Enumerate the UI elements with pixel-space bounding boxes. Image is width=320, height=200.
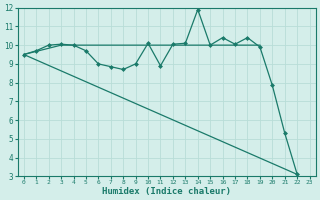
X-axis label: Humidex (Indice chaleur): Humidex (Indice chaleur) bbox=[102, 187, 231, 196]
